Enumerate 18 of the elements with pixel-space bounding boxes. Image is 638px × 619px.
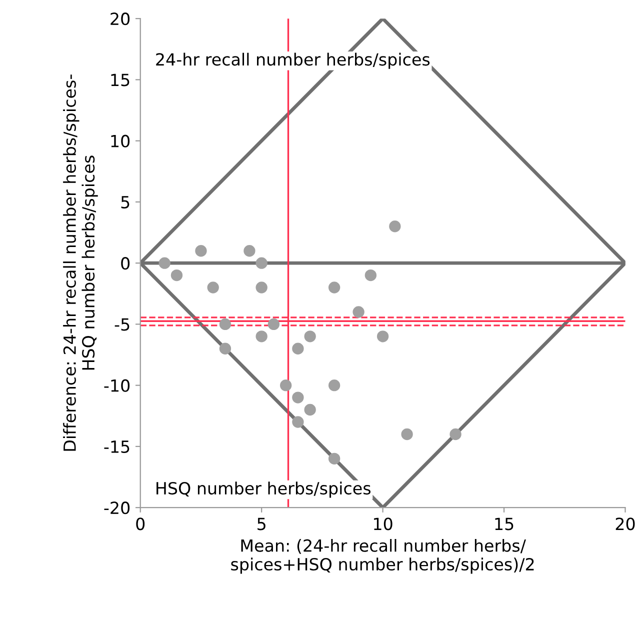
y-tick-label: 15 — [111, 74, 130, 86]
y-tick-label: 10 — [111, 134, 130, 148]
x-tick-label: 20 — [616, 518, 635, 530]
x-tick-label: 5 — [258, 518, 266, 530]
y-tick-label: -20 — [104, 502, 130, 514]
y-tick-label: -15 — [104, 440, 130, 454]
x-tick-label: 10 — [374, 518, 392, 530]
y-tick-label: 20 — [110, 12, 130, 26]
y-axis-title: Difference: 24-hr recall number herbs/spices- HSQ number herbs/spices — [63, 74, 98, 451]
y-tick-label: -10 — [104, 379, 130, 392]
annotation: HSQ number herbs/spices — [156, 482, 371, 498]
annotation: 24-hr recall number herbs/spices — [156, 52, 430, 69]
x-tick-label: 15 — [495, 518, 514, 530]
y-tick-label: 0 — [121, 257, 130, 270]
y-tick-label: 5 — [121, 196, 130, 209]
x-axis-title: Mean: (24-hr recall number herbs/ spices+HSQ number herbs/spices)/2 — [231, 538, 534, 574]
y-tick-label: -5 — [114, 318, 130, 331]
x-tick-label: 0 — [136, 518, 145, 530]
